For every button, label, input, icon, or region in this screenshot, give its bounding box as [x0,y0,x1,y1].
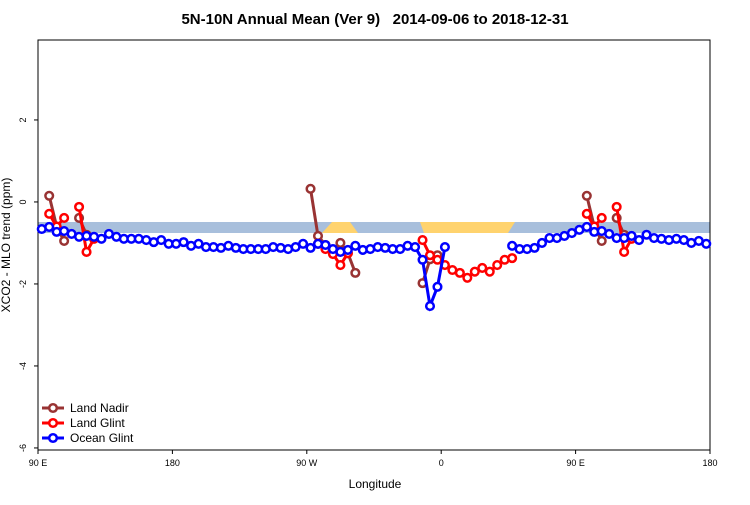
data-point [492,260,503,271]
data-point [74,201,85,212]
data-point [432,254,443,265]
data-point [611,201,622,212]
x-tick-label: 180 [165,458,180,468]
data-point [44,221,55,233]
data-point [462,272,473,283]
data-point [305,242,316,253]
chart-title: 5N-10N Annual Mean (Ver 9) 2014-09-06 to… [181,11,568,28]
data-point [59,235,70,246]
data-point [581,190,592,201]
x-tick-label: 180 [702,458,717,468]
data-point [335,260,346,271]
data-point [44,208,55,219]
legend-label: Land Nadir [70,401,129,415]
data-point [156,235,167,246]
data-point [619,246,630,258]
data-point [604,228,615,239]
data-point [342,244,353,255]
data-point [298,238,309,249]
data-point [477,262,488,274]
data-point [417,235,428,246]
data-point [701,238,712,249]
data-point [626,230,637,242]
data-point [596,212,607,223]
data-point [536,237,548,248]
data-point [484,266,495,277]
x-tick-label: 90 E [29,458,48,468]
y-tick-label: 0 [18,199,28,204]
mask-land [420,222,515,233]
legend-label: Land Glint [70,416,125,430]
x-tick-label: 90 E [566,458,585,468]
x-tick-label: 90 W [296,458,318,468]
data-point [581,208,592,219]
data-point [454,267,465,278]
data-point [432,281,443,292]
mask-land [322,222,358,233]
y-tick-label: 2 [18,117,28,122]
data-point [596,235,607,246]
land-mask [38,222,710,233]
data-point [335,237,346,248]
mask-band [38,222,710,233]
data-point [305,183,316,194]
legend-label: Ocean Glint [70,431,134,445]
legend-marker [47,432,59,444]
data-point [634,235,645,246]
data-point [507,253,518,264]
data-point [529,242,540,253]
data-point [81,246,92,258]
data-point [350,240,361,251]
y-tick-label: -6 [18,444,28,452]
x-tick-label: 0 [439,458,444,468]
data-point [59,212,70,223]
y-axis-label: XCO2 - MLO trend (ppm) [0,178,13,313]
data-point [469,266,480,277]
legend-marker [47,417,59,429]
data-point [439,242,450,253]
data-point [44,190,55,201]
y-tick-label: -2 [18,280,28,288]
legend-marker [47,402,59,414]
data-point [312,230,324,242]
data-point [424,250,436,261]
data-point [424,301,436,312]
data-point [96,233,107,244]
data-point [417,254,428,265]
data-point [410,242,421,253]
x-axis-label: Longitude [349,477,402,491]
data-point [320,239,331,251]
data-point [350,267,361,278]
plot-area [36,183,712,312]
y-tick-label: -4 [18,362,28,370]
data-point [581,221,592,233]
data-point [178,237,189,248]
